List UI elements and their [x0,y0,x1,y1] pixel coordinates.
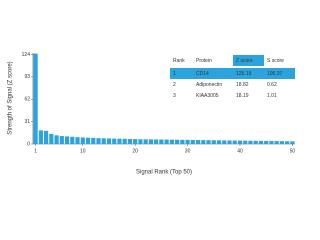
y-tick-label: 93 [24,74,30,80]
bar [279,141,284,144]
row-highlight [170,68,295,79]
y-axis-label: Strength of Signal (Z score) [8,61,14,134]
bar [195,140,201,144]
table-header: S score [267,58,284,64]
bar [138,139,143,144]
bar [237,140,243,144]
bar [112,138,117,144]
bar [190,139,195,144]
x-tick-label: 10 [80,148,86,154]
bar [49,133,54,144]
bar [133,139,138,144]
bar [216,140,222,144]
x-tick-label: 20 [132,148,138,154]
bar [285,141,290,144]
y-tick-label: 124 [22,52,31,58]
bar [201,140,206,144]
bar [154,139,159,144]
chart: Signal Rank (Top 50) Strength of Signal … [8,52,296,176]
bar [143,139,148,144]
bar [180,139,185,144]
bar [264,140,269,144]
table-header: Rank [173,58,185,64]
bar [169,139,174,144]
bar [44,130,49,144]
table-cell: 18.19 [236,93,249,99]
bar [206,140,211,144]
bar [122,138,127,144]
y-tick-label: 62 [24,97,30,103]
table-cell: KIAA3005 [196,93,219,99]
bar [159,139,164,144]
bar [227,140,232,144]
x-tick-label: 30 [185,148,191,154]
x-axis-label: Signal Rank (Top 50) [136,170,192,176]
table-header: Z score [236,58,253,64]
bar [91,137,96,144]
bar [185,139,190,144]
table-cell: Adiponectin [196,82,222,88]
bar [70,136,75,144]
header-cell [233,55,264,66]
table-cell: CD14 [196,71,209,77]
bar [54,135,59,144]
y-tick-label: 0 [27,141,30,147]
x-tick-label: 50 [290,148,296,154]
bar [274,141,279,144]
bar [96,138,101,144]
bar [64,136,70,144]
bar [258,140,264,144]
y-tick-label: 31 [24,119,30,125]
bar [127,139,133,144]
bar [75,137,80,144]
bar [253,140,258,144]
bar [248,140,253,144]
table-cell: 1 [173,71,176,77]
bar [211,140,216,144]
table-cell: 3 [173,93,176,99]
table-cell: 1.01 [267,93,277,99]
bar [243,140,248,144]
table-cell: 125.19 [236,71,252,77]
bar [106,138,112,144]
bar [232,140,237,144]
table-header: Protein [196,58,212,64]
table-cell: 106.37 [267,71,283,77]
bar [175,139,180,144]
table-cell: 0.62 [267,82,277,88]
bar [269,141,274,144]
bar [290,141,295,144]
table-cell: 18.82 [236,82,249,88]
bar [33,53,38,144]
bar [222,140,227,144]
bar [59,136,64,144]
table-cell: 2 [173,82,176,88]
x-tick-label: 1 [34,148,37,154]
bar [117,138,122,144]
bar [80,137,85,144]
bar [101,138,106,144]
bar [164,139,169,144]
bar [38,130,43,144]
x-tick-label: 40 [237,148,243,154]
bar [148,139,153,144]
bar [85,137,91,144]
